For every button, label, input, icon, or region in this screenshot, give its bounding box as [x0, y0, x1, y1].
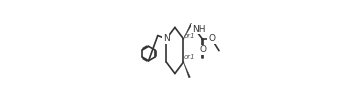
Polygon shape	[183, 24, 192, 39]
Text: N: N	[163, 34, 170, 43]
Text: NH: NH	[192, 25, 205, 34]
Text: or1: or1	[183, 33, 195, 39]
Text: or1: or1	[184, 54, 195, 60]
Text: O: O	[208, 34, 215, 43]
Text: O: O	[199, 45, 206, 54]
Polygon shape	[183, 62, 190, 78]
